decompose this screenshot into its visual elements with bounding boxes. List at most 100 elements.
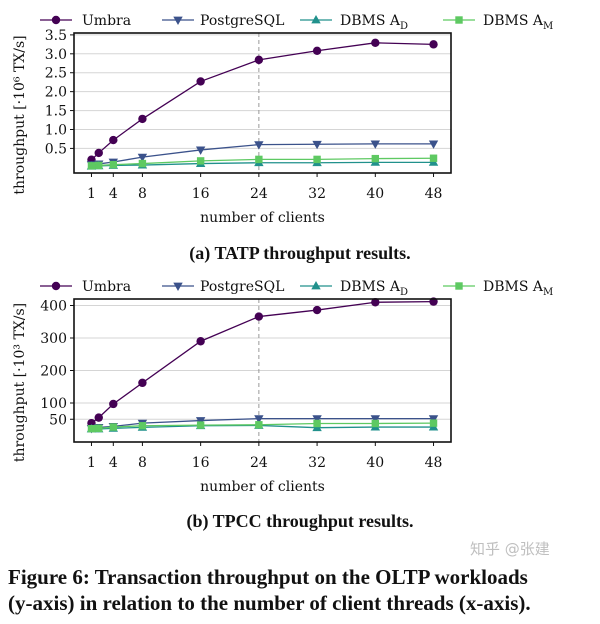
x-tick-label: 16: [192, 186, 210, 202]
caption-b: (b) TPCC throughput results.: [186, 511, 414, 531]
data-point: [196, 77, 205, 86]
data-point: [371, 38, 380, 48]
legend-item: DBMS AM: [443, 279, 553, 298]
legend-item: PostgreSQL: [162, 13, 284, 29]
x-tick-label: 1: [87, 186, 96, 202]
series-dbms-am: [87, 154, 438, 170]
legend-label: DBMS AD: [340, 279, 408, 298]
data-point: [196, 157, 205, 165]
data-point: [370, 415, 381, 424]
y-tick-label: 3.5: [45, 28, 67, 44]
series-umbra: [87, 297, 438, 428]
data-point: [109, 160, 118, 169]
series-line: [91, 300, 434, 424]
x-tick-label: 24: [250, 455, 268, 471]
data-point: [254, 55, 264, 65]
data-point: [254, 141, 264, 150]
x-tick-label: 32: [308, 455, 326, 471]
x-tick-label: 48: [425, 455, 443, 471]
data-point: [195, 146, 206, 155]
legend-subscript: D: [400, 287, 408, 298]
plot-frame: [73, 32, 452, 174]
legend-label: PostgreSQL: [200, 279, 284, 295]
data-point: [109, 399, 118, 409]
data-point: [87, 424, 96, 433]
data-point: [313, 155, 321, 164]
figure-caption-line1: Figure 6: Transaction throughput on the …: [8, 565, 528, 589]
legend-item: Umbra: [40, 13, 131, 29]
data-point: [95, 161, 103, 170]
y-tick-label: 3.0: [45, 47, 67, 63]
data-point: [87, 162, 96, 170]
x-tick-label: 40: [366, 455, 384, 471]
legend-subscript: D: [400, 21, 408, 32]
y-tick-label: 0.5: [45, 141, 67, 157]
data-point: [429, 419, 438, 427]
legend-label: PostgreSQL: [200, 13, 284, 29]
legend-label: DBMS AD: [340, 13, 408, 32]
y-tick-label: 50: [49, 412, 67, 428]
series-umbra: [87, 38, 438, 164]
caption-a: (a) TATP throughput results.: [189, 243, 411, 263]
y-tick-label: 100: [40, 396, 67, 412]
data-point: [312, 415, 322, 424]
y-tick-label: 1.5: [45, 104, 67, 120]
x-tick-label: 4: [109, 455, 118, 471]
legend-item: DBMS AM: [443, 13, 553, 32]
data-point: [371, 154, 380, 163]
data-point: [312, 305, 322, 315]
data-point: [370, 140, 381, 149]
data-point: [254, 415, 264, 424]
data-point: [138, 114, 147, 124]
series-dbms-am: [87, 419, 438, 433]
x-tick-label: 32: [308, 186, 326, 202]
data-point: [255, 421, 263, 429]
y-axis-label: throughput [·10⁶ TX/s]: [12, 35, 28, 194]
data-point: [138, 378, 147, 388]
data-point: [312, 140, 322, 150]
watermark: 知乎 @张建: [470, 540, 550, 558]
figure-caption-line2: (y-axis) in relation to the number of cl…: [8, 591, 531, 615]
x-axis-label: number of clients: [200, 210, 325, 226]
legend-marker: [173, 16, 183, 25]
legend-marker: [311, 281, 321, 290]
x-tick-label: 40: [366, 186, 384, 202]
legend-item: PostgreSQL: [162, 279, 284, 295]
legend-label: DBMS AM: [483, 13, 553, 32]
data-point: [428, 140, 439, 149]
legend-marker: [173, 282, 183, 291]
legend-item: DBMS AD: [300, 13, 408, 32]
legend-marker: [51, 15, 61, 25]
data-point: [254, 312, 264, 321]
data-point: [137, 153, 148, 163]
data-point: [138, 422, 147, 430]
data-point: [109, 135, 118, 145]
data-point: [94, 148, 103, 158]
legend-marker: [51, 281, 61, 291]
data-point: [313, 419, 321, 428]
data-point: [428, 415, 439, 424]
data-point: [255, 155, 263, 164]
x-tick-label: 8: [138, 455, 147, 471]
legend-subscript: M: [543, 287, 553, 298]
legend-label: Umbra: [82, 279, 131, 295]
y-tick-label: 1.0: [45, 122, 67, 138]
y-axis-label: throughput [·10³ TX/s]: [12, 303, 28, 462]
y-tick-label: 2.5: [45, 66, 67, 82]
data-point: [109, 423, 118, 431]
x-tick-label: 1: [87, 455, 96, 471]
legend-marker: [455, 282, 463, 290]
legend-marker: [455, 16, 463, 24]
data-point: [94, 413, 103, 422]
legend-item: DBMS AD: [300, 279, 408, 298]
data-point: [429, 40, 438, 49]
data-point: [312, 46, 322, 55]
data-point: [138, 159, 147, 168]
x-tick-label: 48: [425, 186, 443, 202]
x-tick-label: 8: [138, 186, 147, 202]
y-tick-label: 2.0: [45, 85, 67, 101]
plot-frame: [73, 298, 452, 443]
data-point: [196, 337, 205, 346]
